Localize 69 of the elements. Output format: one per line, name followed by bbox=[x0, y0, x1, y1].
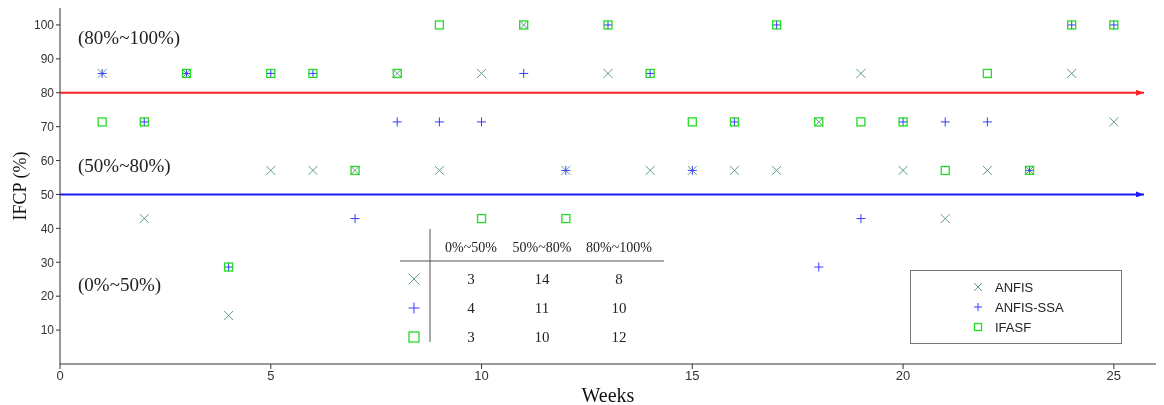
x-tick-label: 20 bbox=[895, 368, 911, 384]
annotation: 12 bbox=[611, 329, 627, 345]
point bbox=[307, 165, 318, 176]
point bbox=[476, 116, 487, 127]
legend-label: ANFIS bbox=[995, 279, 1034, 295]
point bbox=[434, 165, 445, 176]
point bbox=[603, 68, 613, 79]
annotation: 14 bbox=[534, 271, 550, 287]
point bbox=[898, 165, 909, 176]
x-tick-label: 0 bbox=[56, 368, 64, 384]
point bbox=[855, 68, 866, 79]
point bbox=[729, 165, 740, 176]
point bbox=[645, 165, 656, 176]
point bbox=[434, 116, 445, 127]
x-tick-label: 10 bbox=[474, 368, 489, 384]
y-axis-title: IFCP (%) bbox=[10, 151, 32, 221]
y-tick-label: 20 bbox=[40, 289, 55, 304]
annotation: (80%~100%) bbox=[78, 26, 181, 49]
y-tick-label: 30 bbox=[40, 255, 55, 270]
point bbox=[139, 213, 150, 224]
point bbox=[1066, 68, 1077, 79]
y-tick-label: 70 bbox=[40, 119, 55, 134]
point bbox=[940, 116, 951, 127]
point bbox=[982, 68, 993, 79]
y-tick-label: 40 bbox=[40, 221, 55, 236]
annotation: 11 bbox=[534, 300, 550, 316]
point bbox=[982, 165, 993, 176]
point bbox=[223, 310, 234, 321]
x-axis-title: Weeks bbox=[581, 384, 635, 405]
point bbox=[434, 20, 445, 30]
point bbox=[97, 117, 107, 127]
point bbox=[687, 117, 697, 127]
x-tick-label: 25 bbox=[1106, 368, 1122, 384]
point bbox=[476, 68, 487, 79]
annotation: (50%~80%) bbox=[78, 155, 171, 178]
annotation: (0%~50%) bbox=[78, 274, 162, 297]
point bbox=[982, 116, 993, 127]
annotation: 10 bbox=[534, 329, 550, 345]
legend-label: IFASF bbox=[995, 319, 1032, 335]
y-tick-label: 50 bbox=[40, 187, 55, 202]
y-tick-label: 80 bbox=[40, 86, 55, 101]
point bbox=[518, 68, 529, 79]
annotation: 4 bbox=[467, 300, 476, 316]
annotation: 50%~80% bbox=[512, 240, 572, 255]
point bbox=[392, 116, 403, 127]
x-tick-label: 5 bbox=[267, 368, 275, 384]
point bbox=[1108, 116, 1119, 127]
y-tick-label: 100 bbox=[33, 18, 55, 33]
annotation: 10 bbox=[611, 300, 627, 316]
point bbox=[350, 213, 361, 224]
y-tick-label: 60 bbox=[40, 153, 55, 168]
point bbox=[561, 213, 571, 224]
point bbox=[771, 165, 782, 176]
y-tick-label: 90 bbox=[40, 52, 55, 67]
annotation: 80%~100% bbox=[586, 240, 653, 255]
legend-label: ANFIS-SSA bbox=[995, 299, 1064, 315]
point bbox=[855, 213, 866, 224]
annotation: 3 bbox=[467, 271, 475, 287]
point bbox=[813, 262, 824, 273]
point bbox=[940, 165, 950, 176]
annotation: 8 bbox=[615, 271, 623, 287]
y-tick-label: 10 bbox=[40, 323, 55, 338]
point bbox=[940, 213, 951, 224]
annotation: 0%~50% bbox=[445, 240, 498, 255]
point bbox=[265, 165, 276, 176]
point bbox=[856, 117, 866, 127]
x-tick-label: 15 bbox=[685, 368, 700, 384]
annotation: 3 bbox=[467, 329, 475, 345]
point bbox=[476, 213, 487, 224]
